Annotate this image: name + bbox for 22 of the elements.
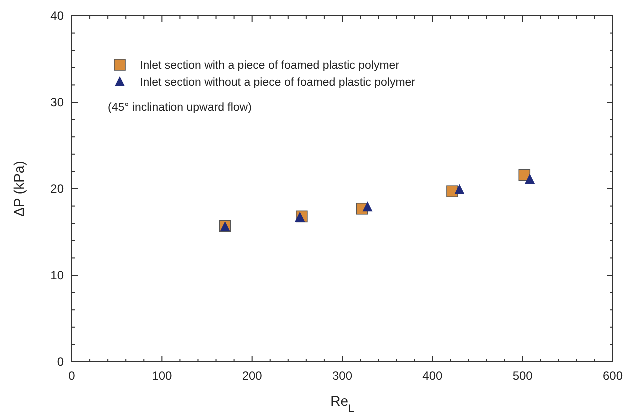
legend-label: Inlet section without a piece of foamed plastic polymer: [140, 77, 416, 89]
y-tick-label: 40: [50, 9, 64, 23]
annotation: (45° inclination upward flow): [108, 102, 252, 114]
x-tick-label: 100: [152, 369, 172, 383]
y-tick-label: 10: [50, 268, 64, 282]
x-tick-label: 400: [422, 369, 443, 383]
x-tick-label: 300: [332, 369, 353, 383]
point: [525, 174, 536, 184]
legend-label: Inlet section with a piece of foamed plastic polymer: [140, 60, 400, 72]
x-axis-title: Re$_{L}$: [330, 393, 355, 415]
x-tick-label: 500: [512, 369, 534, 383]
y-tick-label: 30: [50, 96, 64, 110]
y-axis-title: ΔP (kPa): [11, 161, 27, 217]
y-tick-label: 0: [57, 355, 64, 369]
point: [295, 212, 306, 222]
point: [446, 186, 458, 198]
point: [454, 184, 465, 194]
x-tick-label: 600: [602, 369, 624, 383]
x-tick-label: 200: [242, 369, 263, 383]
x-tick-label: 0: [68, 369, 76, 383]
point: [362, 202, 373, 212]
y-tick-label: 20: [50, 182, 64, 196]
